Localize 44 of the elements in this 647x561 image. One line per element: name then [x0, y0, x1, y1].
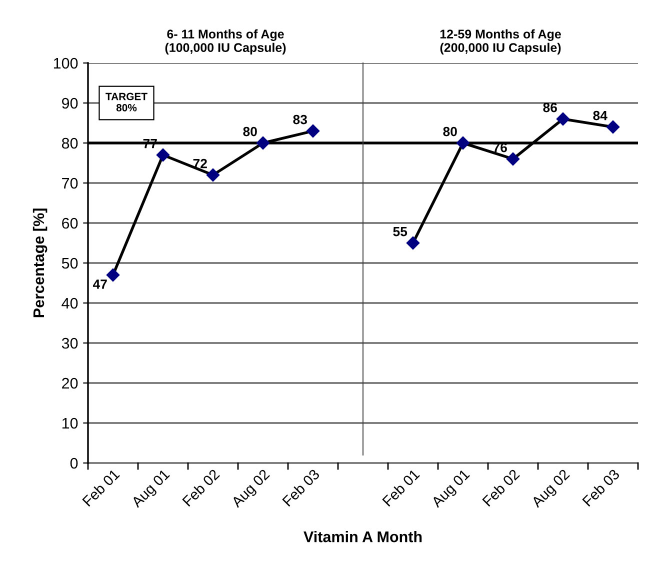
y-tick-label: 10	[62, 418, 78, 429]
point	[256, 136, 270, 150]
y-tick-label: 40	[62, 298, 78, 309]
point	[106, 268, 120, 282]
x-tick-label: Feb 01	[382, 468, 420, 507]
ref-line-label: TARGET 80%	[106, 92, 148, 112]
x-tick-label: Feb 01	[82, 468, 120, 507]
data-label: 55	[393, 227, 408, 236]
x-tick-label: Feb 03	[282, 468, 320, 507]
y-tick-label: 70	[62, 178, 78, 189]
y-tick-label: 90	[62, 98, 78, 109]
data-label: 86	[543, 102, 557, 112]
x-tick-label: Aug 01	[430, 468, 472, 510]
data-label: 84	[593, 110, 608, 120]
point	[556, 112, 570, 126]
chart-title: 12-59 Months of Age (200,000 IU Capsule)	[440, 29, 561, 54]
x-axis-title: Vitamin A Month	[304, 531, 422, 542]
y-tick-label: 0	[70, 458, 78, 469]
data-label: 83	[293, 114, 307, 124]
x-tick-label: Feb 02	[482, 468, 520, 507]
point	[606, 120, 620, 134]
point	[156, 148, 170, 162]
point	[406, 236, 420, 250]
y-axis-title: Percentage [%]	[32, 208, 48, 318]
data-label: 47	[92, 280, 107, 289]
y-tick-label: 30	[62, 338, 78, 349]
x-tick-label: Feb 02	[182, 468, 220, 507]
y-tick-label: 50	[62, 258, 78, 269]
y-tick-label: 100	[54, 58, 78, 69]
x-tick-label: Feb 03	[582, 468, 620, 507]
data-label: 72	[193, 158, 207, 168]
x-tick-label: Aug 02	[230, 468, 272, 510]
point	[456, 136, 470, 150]
data-label: 80	[443, 126, 457, 136]
point	[506, 152, 520, 166]
data-label: 80	[243, 126, 257, 136]
chart-title: 6- 11 Months of Age (100,000 IU Capsule)	[165, 29, 286, 54]
y-tick-label: 80	[62, 138, 78, 149]
x-tick-label: Aug 01	[130, 468, 172, 510]
x-tick-label: Aug 02	[530, 468, 572, 510]
point	[206, 168, 220, 182]
point	[306, 124, 320, 138]
y-tick-label: 60	[62, 218, 78, 229]
y-tick-label: 20	[62, 378, 78, 389]
